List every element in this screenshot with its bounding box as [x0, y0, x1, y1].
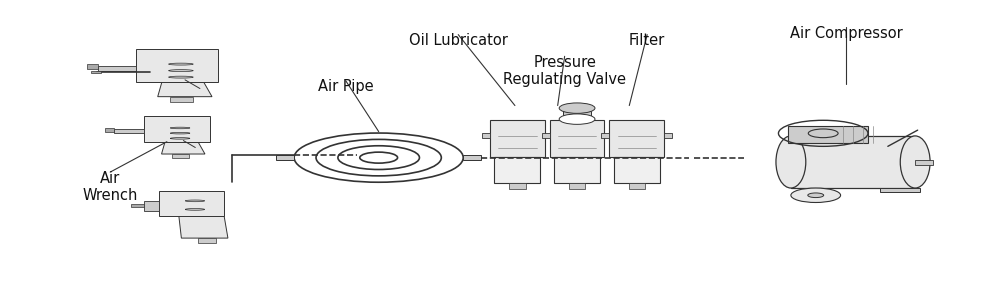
Polygon shape [542, 133, 550, 138]
Polygon shape [788, 126, 868, 143]
Text: Oil Lubricator: Oil Lubricator [409, 33, 508, 48]
Polygon shape [494, 157, 540, 183]
Polygon shape [136, 50, 218, 82]
Polygon shape [609, 120, 664, 157]
Circle shape [791, 188, 841, 202]
Circle shape [559, 114, 595, 124]
Ellipse shape [169, 70, 193, 72]
Ellipse shape [185, 209, 205, 210]
Polygon shape [915, 160, 933, 165]
Polygon shape [91, 71, 101, 73]
Polygon shape [172, 154, 189, 158]
Polygon shape [664, 133, 672, 138]
Polygon shape [179, 216, 228, 238]
Polygon shape [162, 142, 205, 154]
Ellipse shape [170, 137, 190, 139]
Polygon shape [159, 191, 224, 216]
Text: Air Pipe: Air Pipe [318, 79, 374, 94]
Polygon shape [629, 183, 645, 189]
Polygon shape [114, 129, 144, 133]
Polygon shape [880, 188, 920, 192]
Polygon shape [198, 238, 216, 242]
Polygon shape [791, 136, 915, 188]
Polygon shape [569, 183, 585, 189]
Ellipse shape [170, 127, 190, 129]
Polygon shape [490, 120, 545, 157]
Polygon shape [170, 97, 193, 102]
Polygon shape [98, 66, 136, 71]
Polygon shape [601, 133, 609, 138]
Polygon shape [158, 82, 212, 97]
Polygon shape [276, 155, 294, 160]
Polygon shape [131, 204, 144, 207]
Text: Air
Wrench: Air Wrench [82, 171, 138, 203]
Polygon shape [105, 128, 114, 132]
Ellipse shape [900, 136, 930, 188]
Circle shape [559, 103, 595, 113]
Circle shape [808, 193, 824, 198]
Ellipse shape [169, 76, 193, 78]
Polygon shape [509, 183, 526, 189]
Text: Pressure
Regulating Valve: Pressure Regulating Valve [503, 55, 626, 87]
Polygon shape [563, 111, 591, 118]
Polygon shape [554, 157, 600, 183]
Text: Air Compressor: Air Compressor [790, 26, 902, 41]
Polygon shape [144, 201, 159, 211]
Ellipse shape [776, 136, 806, 188]
Ellipse shape [185, 200, 205, 202]
Polygon shape [144, 116, 210, 142]
Ellipse shape [169, 63, 193, 65]
Polygon shape [482, 133, 490, 138]
Text: Filter: Filter [629, 33, 665, 48]
Ellipse shape [170, 132, 190, 134]
Polygon shape [87, 64, 98, 69]
Circle shape [808, 129, 838, 138]
Polygon shape [550, 120, 604, 157]
Polygon shape [614, 157, 660, 183]
Polygon shape [463, 155, 481, 160]
